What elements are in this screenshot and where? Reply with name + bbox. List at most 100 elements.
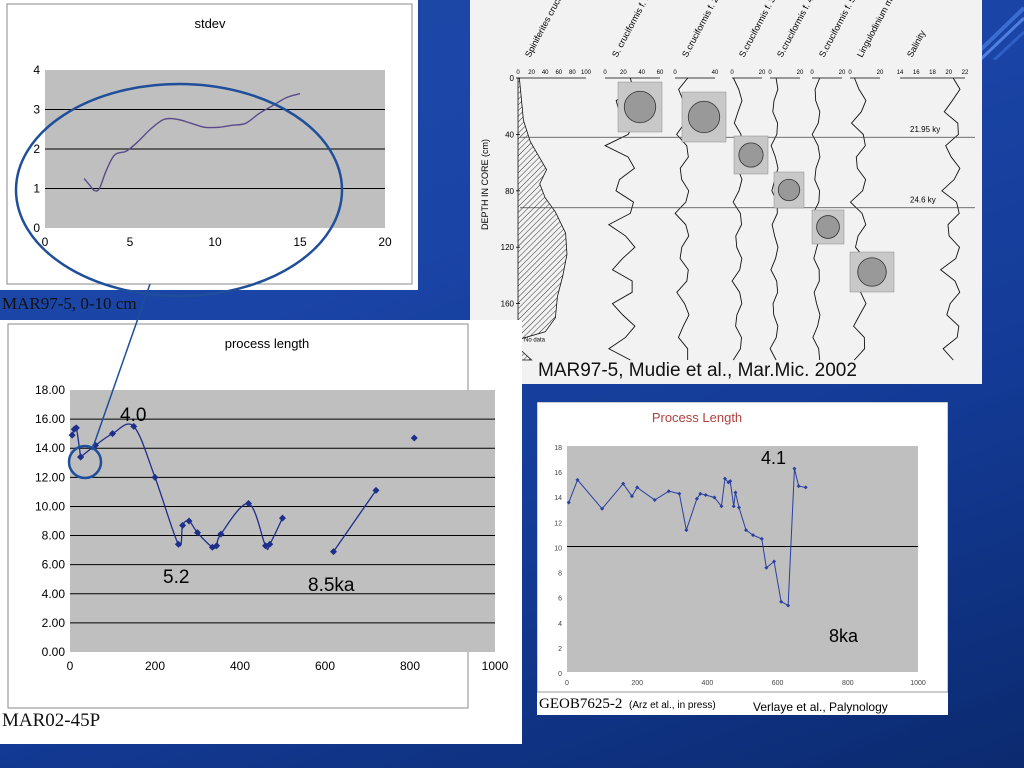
column-tick-label: 0 (730, 70, 734, 76)
x-tick-label: 5 (127, 235, 134, 249)
process-title: process length (225, 336, 310, 351)
data-point (786, 603, 791, 608)
data-point (712, 495, 717, 500)
data-point (130, 422, 138, 430)
data-point (772, 559, 777, 564)
column-tick-label: 0 (673, 70, 677, 76)
series-line (332, 490, 377, 552)
cyst-image (777, 178, 801, 202)
connector-line (91, 283, 151, 451)
column-tick-label: 60 (555, 70, 562, 76)
data-point (728, 479, 733, 484)
data-point (217, 530, 225, 538)
column-tick-label: 22 (962, 70, 969, 76)
data-point (151, 473, 159, 481)
annotation-4-1: 4.1 (761, 448, 786, 468)
y-tick-label: 12.00 (35, 470, 65, 484)
data-point (736, 505, 741, 510)
data-point (185, 517, 193, 525)
data-point (213, 542, 221, 550)
column-tick-label: 20 (759, 70, 766, 76)
x-tick-label: 800 (842, 680, 854, 687)
verlaye-caption-credit: Verlaye et al., Palynology (753, 700, 888, 714)
verlaye-title: Process Length (652, 410, 742, 425)
stdev-caption: MAR97-5, 0-10 cm (2, 294, 137, 313)
no-data-label: No data (524, 338, 546, 344)
column-tick-label: 16 (913, 70, 920, 76)
column-tick-label: 20 (620, 70, 627, 76)
column-tick-label: 0 (810, 70, 814, 76)
y-tick-label: 8 (558, 571, 562, 578)
data-point (600, 506, 605, 511)
x-tick-label: 15 (293, 235, 307, 249)
series-line (80, 423, 284, 551)
annotation-8-5ka: 8.5ka (308, 575, 355, 596)
verlaye-svg: Process Length 0 2 4 6 8 10 12 14 16 18 0 200 400 600… (536, 401, 949, 714)
column-tick-label: 40 (712, 70, 719, 76)
x-tick-label: 600 (315, 659, 335, 673)
x-tick-label: 0 (67, 659, 74, 673)
process-caption: MAR02-45P (2, 710, 101, 731)
column-tick-label: 0 (516, 70, 520, 76)
data-point (70, 425, 78, 433)
verlaye-caption-paren: (Arz et al., in press) (629, 700, 716, 711)
data-point (698, 491, 703, 496)
y-tick-label: 2 (33, 142, 40, 156)
column-tick-label: 20 (945, 70, 952, 76)
data-point (77, 453, 85, 461)
y-tick-label: 0 (558, 671, 562, 678)
data-point (764, 565, 769, 570)
x-tick-label: 20 (378, 235, 392, 249)
y-tick-label: 6.00 (42, 558, 66, 572)
profile-curve (939, 77, 961, 361)
column-tick-label: 80 (569, 70, 576, 76)
y-tick-label: 16 (554, 470, 562, 477)
data-point (575, 477, 580, 482)
data-point (174, 540, 182, 548)
data-point (722, 476, 727, 481)
process-length-panel: process length 0.00 2.00 4.00 6.00 8.00 10.00… (0, 320, 522, 744)
annotation-5-2: 5.2 (163, 567, 189, 588)
x-tick-label: 0 (42, 235, 49, 249)
x-tick-label: 200 (631, 680, 643, 687)
depth-tick-label: 40 (505, 130, 514, 139)
y-tick-label: 18 (554, 445, 562, 452)
y-tick-label: 18.00 (35, 383, 65, 397)
depth-axis-label: DEPTH IN CORE (cm) (480, 139, 490, 230)
x-tick-label: 600 (772, 680, 784, 687)
y-tick-label: 14 (554, 495, 562, 502)
data-point (779, 599, 784, 604)
data-point (566, 500, 571, 505)
depth-tick-label: 0 (510, 74, 515, 83)
cyst-image (857, 257, 887, 287)
data-point (792, 466, 797, 471)
data-point (759, 536, 764, 541)
data-point (731, 504, 736, 509)
column-tick-label: 40 (542, 70, 549, 76)
data-point (726, 480, 731, 485)
y-tick-label: 4.00 (42, 587, 66, 601)
column-tick-label: 0 (848, 70, 852, 76)
data-point (733, 490, 738, 495)
column-tick-label: 0 (603, 70, 607, 76)
data-point (666, 489, 671, 494)
data-point (684, 528, 689, 533)
data-point (179, 521, 187, 529)
y-tick-label: 2.00 (42, 616, 66, 630)
column-tick-label: 60 (657, 70, 664, 76)
column-tick-label: 20 (797, 70, 804, 76)
column-tick-label: 20 (839, 70, 846, 76)
column-tick-label: 100 (581, 70, 592, 76)
data-point (109, 430, 116, 438)
data-point (266, 540, 274, 548)
x-tick-label: 0 (565, 680, 569, 687)
y-tick-label: 2 (558, 646, 562, 653)
column-tick-label: 18 (929, 70, 936, 76)
data-point (751, 533, 756, 538)
column-tick-label: 40 (638, 70, 645, 76)
process-length-svg: process length 0.002.004.006.008.0010.00… (7, 323, 509, 709)
column-tick-label: 14 (897, 70, 904, 76)
y-tick-label: 6 (558, 596, 562, 603)
y-tick-label: 4 (33, 63, 40, 77)
data-point (372, 486, 380, 494)
